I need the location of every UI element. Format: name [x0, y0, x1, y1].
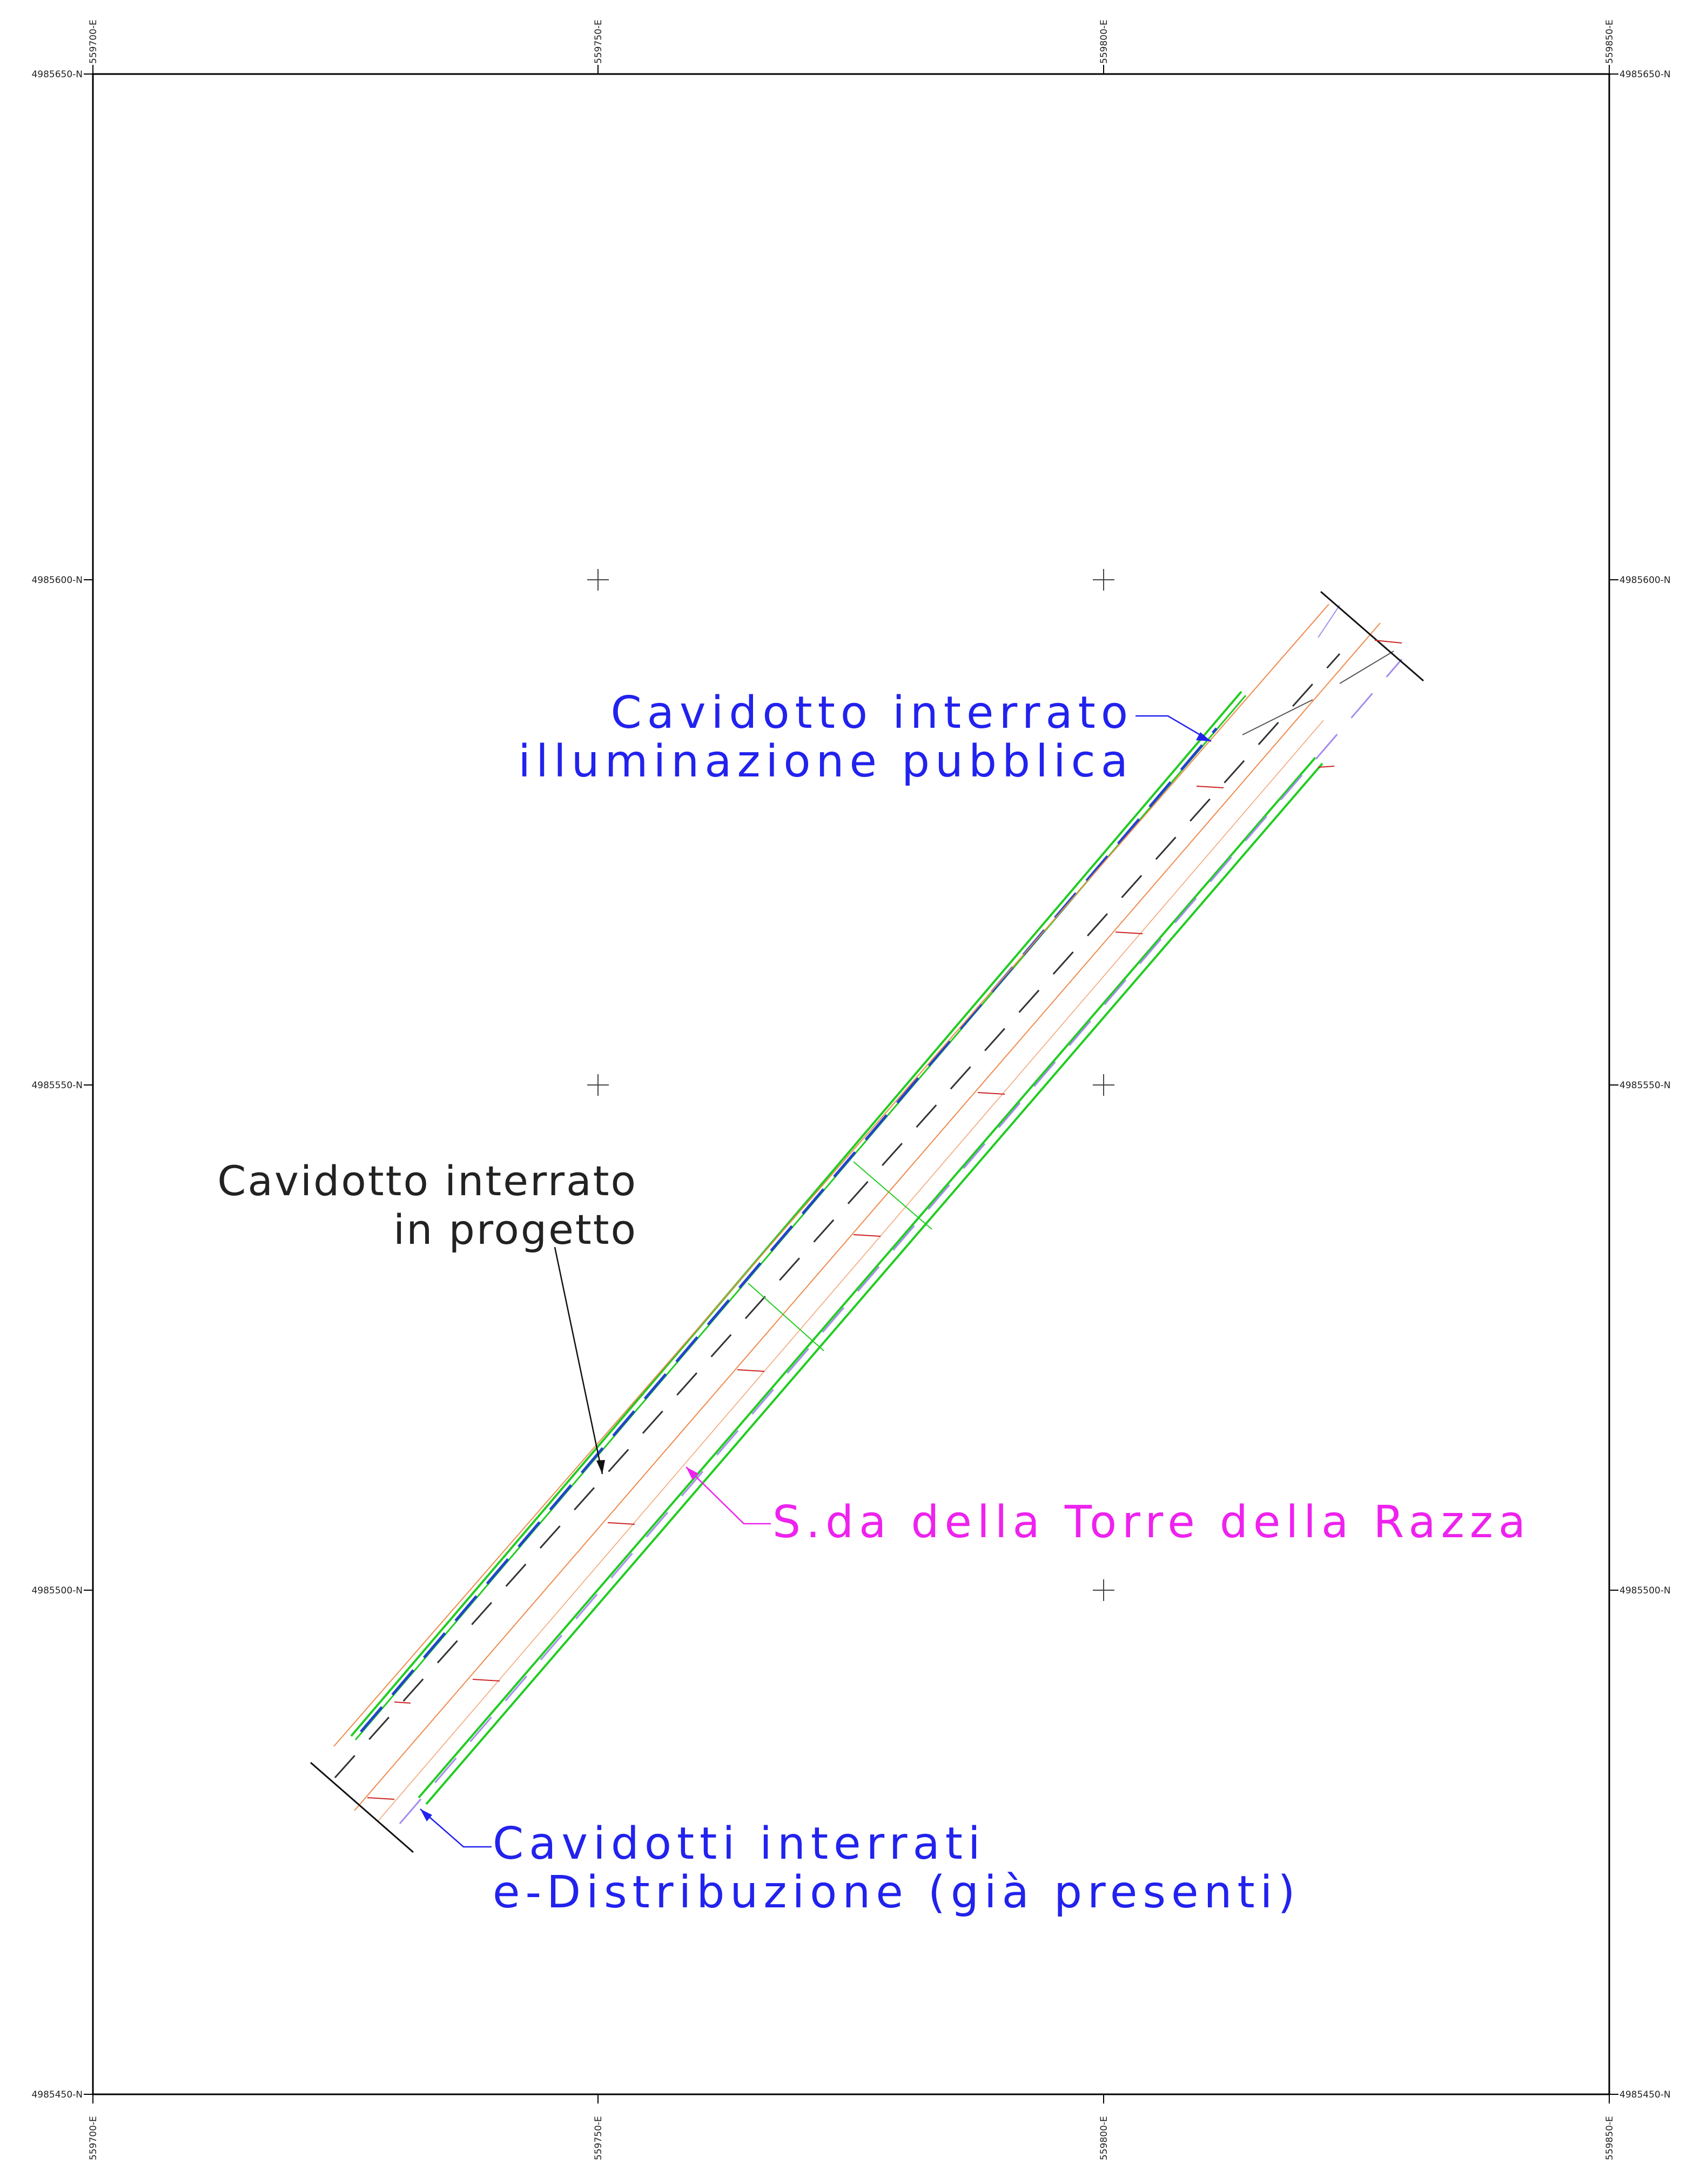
right-verge-line	[418, 756, 1316, 1799]
grid-crosses	[587, 569, 1114, 1601]
right-verge-line	[425, 762, 1323, 1805]
label-line: in progetto	[393, 1205, 637, 1254]
northing-label: 4985650-N	[31, 69, 83, 80]
northing-labels-right: 4985650-N 4985600-N 4985550-N 4985500-N …	[1620, 69, 1671, 2100]
easting-labels-top: 559700-E 559750-E 559800-E 559850-E	[88, 19, 1615, 64]
leader-arrowhead	[1196, 732, 1211, 741]
leader-arrowhead	[596, 1460, 605, 1474]
northing-label: 4985650-N	[1620, 69, 1671, 80]
northing-label: 4985500-N	[1620, 1585, 1671, 1596]
northing-label: 4985600-N	[31, 575, 83, 586]
label-line: Cavidotto interrato	[611, 687, 1133, 739]
northing-label: 4985550-N	[31, 1080, 83, 1091]
northing-label: 4985500-N	[31, 1585, 83, 1596]
easting-label: 559700-E	[88, 2116, 99, 2160]
leader-strada	[686, 1466, 771, 1525]
northing-label: 4985600-N	[1620, 575, 1671, 586]
marker	[367, 1797, 395, 1800]
leader-arrowhead	[686, 1467, 698, 1480]
label-distribuzione: Cavidotti interrati e-Distribuzione (già…	[493, 1818, 1300, 1918]
section-end-line	[1320, 591, 1424, 682]
cross-section-line	[853, 1161, 932, 1230]
lighting-cable-line	[360, 727, 1218, 1733]
northing-label: 4985450-N	[1620, 2089, 1671, 2100]
marker	[394, 1701, 411, 1704]
distribution-cable-line	[1318, 605, 1340, 638]
leader-illuminazione	[1135, 715, 1212, 742]
easting-label: 559850-E	[1604, 19, 1615, 64]
road-centre-line	[378, 720, 1324, 1821]
leader-progetto	[554, 1247, 603, 1475]
marker	[472, 1679, 500, 1681]
marker	[737, 1369, 765, 1372]
label-progetto: Cavidotto interrato in progetto	[217, 1157, 637, 1254]
marker	[853, 1234, 881, 1237]
northing-labels-left: 4985650-N 4985600-N 4985550-N 4985500-N …	[31, 69, 83, 2100]
cross-section-line	[748, 1283, 824, 1351]
marker	[607, 1522, 635, 1525]
easting-labels-bottom: 559700-E 559750-E 559800-E 559850-E	[88, 2116, 1615, 2160]
road-edge-line	[354, 622, 1381, 1811]
leader-distribuzione	[420, 1808, 492, 1848]
label-strada: S.da della Torre della Razza	[772, 1497, 1531, 1548]
project-cable-branch	[1242, 699, 1313, 735]
easting-label: 559700-E	[88, 19, 99, 64]
marker	[977, 1092, 1005, 1095]
northing-label: 4985450-N	[31, 2089, 83, 2100]
easting-label: 559800-E	[1099, 19, 1110, 64]
label-line: e-Distribuzione (già presenti)	[493, 1867, 1300, 1918]
easting-label: 559750-E	[593, 2116, 604, 2160]
section-end-line	[310, 1761, 414, 1853]
marker	[1374, 640, 1402, 644]
easting-label: 559850-E	[1604, 2116, 1615, 2160]
label-line: Cavidotti interrati	[493, 1818, 986, 1870]
project-cable-branch	[1339, 651, 1394, 684]
marker	[1196, 786, 1224, 788]
distribution-cable-line	[399, 659, 1403, 1824]
marker	[1115, 932, 1143, 934]
project-cable-line	[334, 653, 1341, 1778]
label-line: S.da della Torre della Razza	[772, 1497, 1531, 1548]
label-line: illuminazione pubblica	[518, 736, 1133, 787]
easting-label: 559800-E	[1099, 2116, 1110, 2160]
road-corridor	[310, 591, 1424, 1853]
chainage-markers	[367, 640, 1402, 1800]
leader-arrowhead	[420, 1809, 432, 1821]
map-frame	[92, 73, 1610, 2095]
label-illuminazione: Cavidotto interrato illuminazione pubbli…	[518, 687, 1133, 787]
label-line: Cavidotto interrato	[217, 1157, 637, 1205]
marker	[1318, 766, 1335, 768]
easting-label: 559750-E	[593, 19, 604, 64]
road-edge-line	[333, 604, 1329, 1747]
frame-ticks	[84, 65, 1618, 2103]
northing-label: 4985550-N	[1620, 1080, 1671, 1091]
left-verge-line	[350, 691, 1242, 1737]
